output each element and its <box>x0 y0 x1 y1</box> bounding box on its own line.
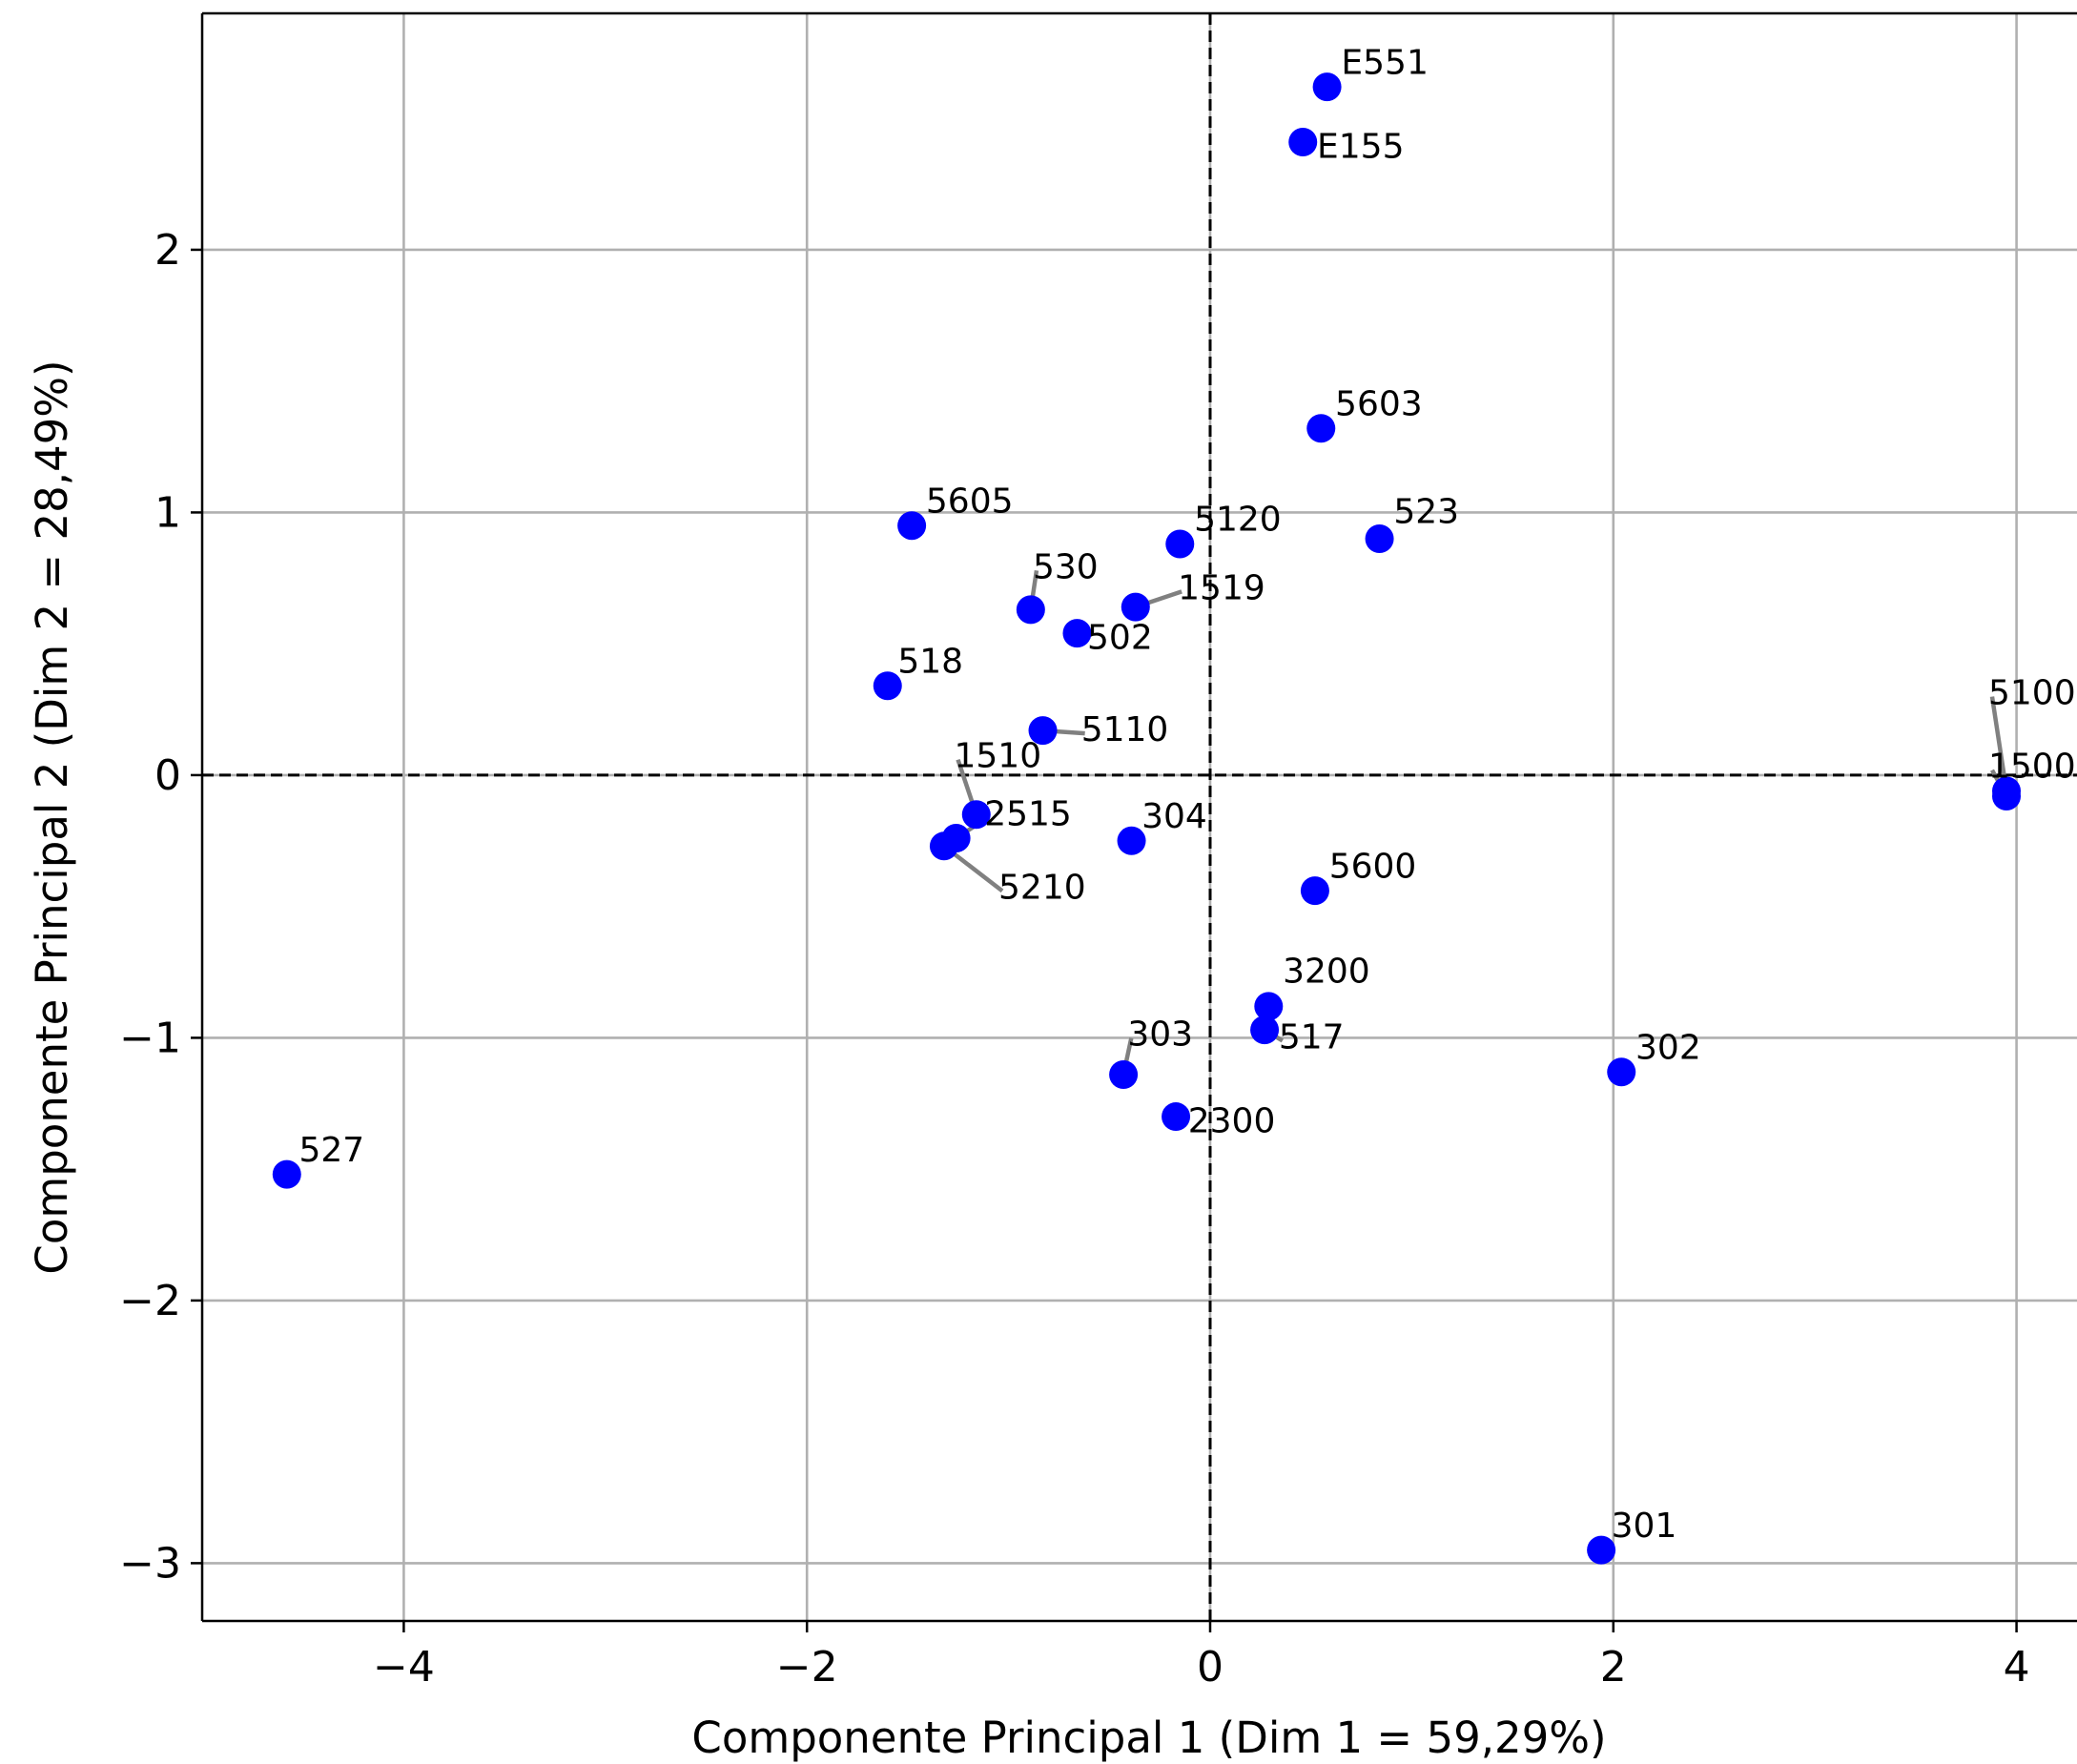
y-tick-label: 1 <box>154 488 181 537</box>
data-point <box>873 671 902 701</box>
data-point <box>1162 1102 1191 1132</box>
data-point <box>1062 619 1092 648</box>
point-label: 1519 <box>1178 568 1265 607</box>
point-label: 304 <box>1141 797 1207 836</box>
point-label: 502 <box>1087 619 1153 658</box>
plot-frame <box>200 11 2077 1623</box>
point-label: 2515 <box>984 794 1072 833</box>
point-label: 5120 <box>1194 501 1282 540</box>
x-tick-label: 0 <box>1197 1643 1224 1692</box>
point-label: 2300 <box>1188 1102 1276 1141</box>
point-label: 1510 <box>955 737 1042 776</box>
y-axis-label: Componente Principal 2 (Dim 2 = 28,49%) <box>27 359 77 1274</box>
x-axis-label: Componente Principal 1 (Dim 1 = 59,29%) <box>691 1713 1606 1763</box>
leader-line <box>1989 696 2009 791</box>
reference-lines <box>202 13 2077 1621</box>
y-tick-label: −1 <box>119 1014 181 1062</box>
point-label: 5100 <box>1988 674 2076 713</box>
point-label: 5210 <box>998 868 1086 907</box>
y-tick-label: 2 <box>154 226 181 275</box>
point-label: 5605 <box>926 482 1014 521</box>
point-label: 301 <box>1612 1507 1677 1546</box>
data-point <box>1028 716 1058 746</box>
y-tick-label: 0 <box>154 751 181 800</box>
point-label: 5600 <box>1329 847 1417 886</box>
point-label: E551 <box>1341 43 1428 82</box>
point-label: 530 <box>1033 547 1099 586</box>
data-point <box>897 511 927 541</box>
point-label: 5603 <box>1335 385 1423 424</box>
data-point <box>1250 1015 1280 1045</box>
data-point <box>1254 992 1284 1021</box>
data-point <box>1016 595 1045 625</box>
data-point <box>1306 414 1336 443</box>
point-label: 303 <box>1127 1015 1193 1055</box>
data-point <box>1992 781 2022 810</box>
point-label: 5110 <box>1081 710 1169 749</box>
point-label: 1500 <box>1988 748 2076 787</box>
point-labels: E551 E155 5603 523 5605 5120 530 1519 502 518 5110… <box>298 43 2075 1545</box>
data-point <box>1288 127 1318 156</box>
data-point <box>1365 523 1394 553</box>
point-label: E155 <box>1317 128 1404 167</box>
axis-ticks: −4 −2 0 2 4 −3 −2 −1 0 1 2 <box>119 226 2029 1692</box>
data-point <box>1607 1057 1636 1087</box>
point-label: 302 <box>1635 1028 1701 1067</box>
x-tick-label: −2 <box>776 1643 838 1692</box>
data-point <box>929 831 958 861</box>
point-label: 523 <box>1393 492 1459 531</box>
point-label: 517 <box>1279 1017 1345 1056</box>
point-label: 3200 <box>1283 953 1370 992</box>
data-point <box>1121 592 1150 622</box>
data-point <box>272 1159 301 1189</box>
y-tick-label: −3 <box>119 1539 181 1588</box>
y-tick-label: −2 <box>119 1277 181 1325</box>
point-label: 518 <box>897 642 963 681</box>
data-point <box>1109 1059 1139 1089</box>
x-tick-label: 2 <box>1600 1643 1627 1692</box>
point-label: 527 <box>298 1131 364 1170</box>
x-tick-label: 4 <box>2004 1643 2030 1692</box>
data-point <box>1117 826 1146 855</box>
data-point <box>961 800 991 830</box>
x-tick-label: −4 <box>373 1643 435 1692</box>
data-point <box>1587 1535 1616 1565</box>
data-point <box>1165 529 1195 559</box>
data-points <box>272 72 2022 1565</box>
data-point <box>1300 876 1329 906</box>
data-point <box>1312 72 1342 102</box>
